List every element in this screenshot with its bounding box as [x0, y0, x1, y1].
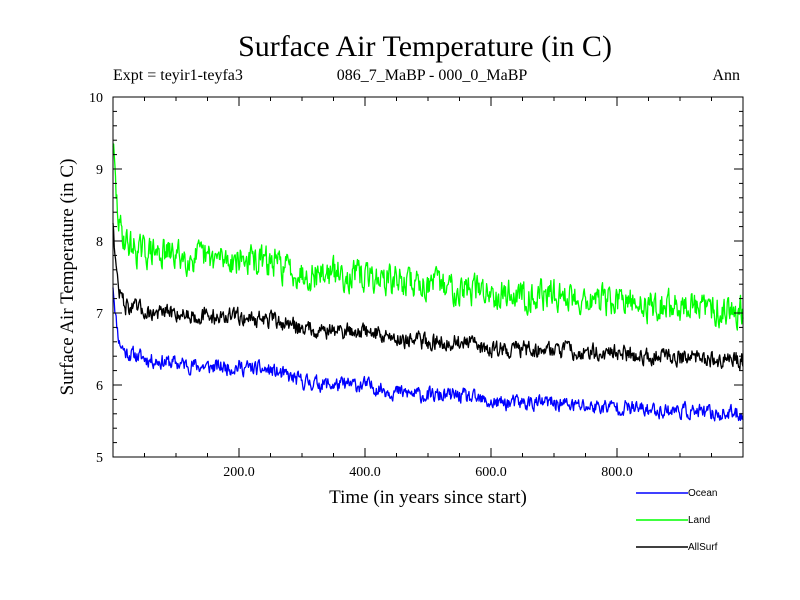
y-tick-label: 10: [89, 91, 103, 106]
y-tick-label: 9: [96, 163, 103, 178]
legend: Ocean Land AllSurf: [636, 488, 718, 553]
legend-label-ocean: Ocean: [688, 488, 717, 499]
x-tick-label: 200.0: [223, 465, 255, 480]
x-tick-label: 600.0: [475, 465, 507, 480]
x-tick-label: 400.0: [349, 465, 381, 480]
experiment-label: Expt = teyir1-teyfa3: [113, 67, 243, 84]
x-axis-label: Time (in years since start): [329, 487, 527, 508]
y-tick-label: 7: [96, 307, 103, 322]
series-line-allsurf: [112, 222, 744, 371]
y-tick-label: 6: [96, 379, 103, 394]
season-label: Ann: [712, 67, 740, 84]
y-tick-label: 8: [96, 235, 103, 250]
plot-frame: [112, 96, 744, 458]
x-tick-label: 800.0: [601, 465, 633, 480]
y-tick-label: 5: [96, 451, 103, 466]
chart-title: Surface Air Temperature (in C): [238, 30, 612, 63]
series-layer: [112, 143, 744, 422]
ticks-layer: 5 6 7 8 9 10 200.0 400.0 600.0 800.0: [89, 91, 743, 480]
series-line-land: [112, 143, 744, 331]
y-axis-label: Surface Air Temperature (in C): [57, 159, 78, 396]
legend-label-land: Land: [688, 515, 710, 526]
legend-label-allsurf: AllSurf: [688, 542, 718, 553]
series-line-ocean: [112, 287, 744, 422]
period-label: 086_7_MaBP - 000_0_MaBP: [337, 67, 528, 84]
